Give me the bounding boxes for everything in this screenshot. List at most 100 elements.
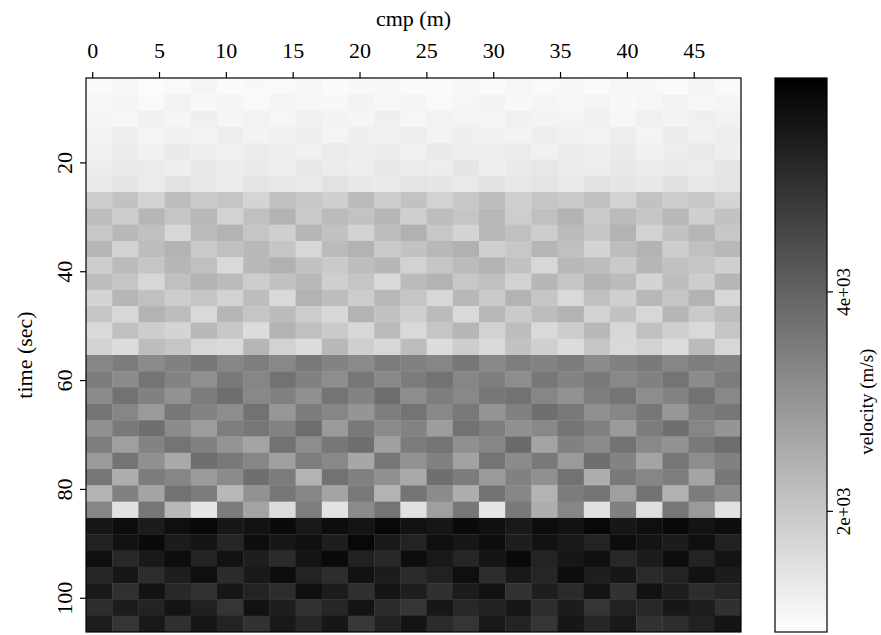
- cell: [453, 567, 480, 584]
- cell: [165, 143, 192, 160]
- cell: [165, 208, 192, 225]
- cell: [610, 143, 637, 160]
- cell: [662, 469, 689, 486]
- cell: [505, 518, 532, 535]
- cell: [531, 518, 558, 535]
- cell: [558, 78, 585, 95]
- cell: [610, 534, 637, 551]
- cell: [636, 111, 663, 128]
- cell: [374, 404, 401, 421]
- cell: [112, 111, 139, 128]
- cell: [112, 225, 139, 242]
- cell: [715, 322, 741, 339]
- cell: [374, 127, 401, 144]
- cell: [243, 290, 270, 307]
- cell: [374, 502, 401, 519]
- cell: [138, 192, 165, 209]
- cell: [269, 127, 296, 144]
- cell: [374, 322, 401, 339]
- cell: [138, 518, 165, 535]
- cell: [689, 94, 716, 111]
- cell: [348, 208, 375, 225]
- cell: [217, 127, 244, 144]
- cell: [191, 518, 218, 535]
- cell: [217, 551, 244, 568]
- cell: [112, 274, 139, 291]
- x-tick: [293, 72, 294, 78]
- cell: [165, 176, 192, 193]
- cell: [689, 371, 716, 388]
- cell: [689, 616, 716, 632]
- cell: [191, 306, 218, 323]
- cell: [165, 225, 192, 242]
- cell: [584, 485, 611, 502]
- cell: [584, 404, 611, 421]
- cell: [427, 583, 454, 600]
- cell: [662, 567, 689, 584]
- cell: [453, 290, 480, 307]
- cell: [374, 290, 401, 307]
- cell: [453, 583, 480, 600]
- cell: [715, 518, 741, 535]
- cell: [243, 94, 270, 111]
- cell: [217, 355, 244, 372]
- cell: [296, 502, 323, 519]
- cell: [662, 371, 689, 388]
- cell: [689, 355, 716, 372]
- cell: [138, 127, 165, 144]
- x-tick: [159, 72, 160, 78]
- cell: [400, 127, 427, 144]
- cell: [348, 290, 375, 307]
- cell: [374, 225, 401, 242]
- cell: [427, 469, 454, 486]
- cell: [662, 208, 689, 225]
- cell: [479, 583, 506, 600]
- cell: [322, 551, 349, 568]
- cell: [715, 551, 741, 568]
- cell: [479, 453, 506, 470]
- y-tick-label: 100: [52, 582, 77, 615]
- cell: [505, 485, 532, 502]
- cell: [400, 551, 427, 568]
- cell: [689, 78, 716, 95]
- cell: [348, 274, 375, 291]
- cell: [243, 257, 270, 274]
- cell: [269, 274, 296, 291]
- colorbar-tick-label: 4e+03: [833, 268, 854, 316]
- cell: [505, 322, 532, 339]
- cell: [531, 388, 558, 405]
- cell: [86, 192, 113, 209]
- y-tick: [80, 598, 86, 599]
- cell: [400, 208, 427, 225]
- cell: [610, 436, 637, 453]
- cell: [689, 176, 716, 193]
- cell: [138, 111, 165, 128]
- cell: [165, 388, 192, 405]
- cell: [191, 453, 218, 470]
- cell: [112, 143, 139, 160]
- cell: [662, 306, 689, 323]
- cell: [636, 616, 663, 632]
- cell: [531, 355, 558, 372]
- cell: [662, 355, 689, 372]
- y-tick-label: 60: [52, 370, 77, 392]
- cell: [112, 371, 139, 388]
- cell: [269, 78, 296, 95]
- cell: [689, 469, 716, 486]
- cell: [217, 567, 244, 584]
- cell: [610, 388, 637, 405]
- cell: [217, 404, 244, 421]
- cell: [427, 208, 454, 225]
- cell: [296, 208, 323, 225]
- cell: [715, 111, 741, 128]
- cell: [165, 355, 192, 372]
- cell: [322, 208, 349, 225]
- cell: [558, 225, 585, 242]
- cell: [505, 616, 532, 632]
- cell: [636, 583, 663, 600]
- cell: [165, 94, 192, 111]
- cell: [86, 306, 113, 323]
- cell: [610, 567, 637, 584]
- cell: [165, 78, 192, 95]
- cell: [191, 322, 218, 339]
